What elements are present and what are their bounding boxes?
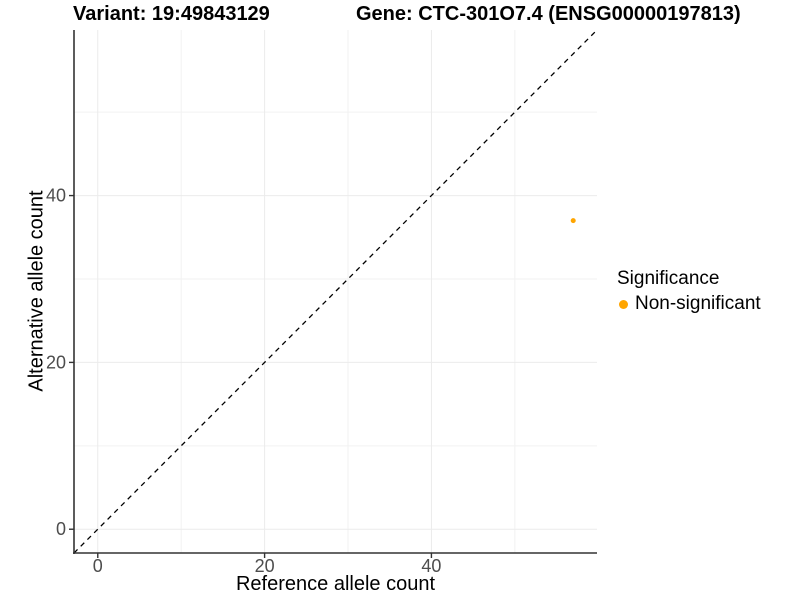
identity-line — [73, 29, 598, 554]
y-tick-label: 20 — [46, 352, 66, 372]
legend-items: Non-significant — [614, 293, 761, 315]
legend-point-icon — [619, 299, 628, 309]
x-tick-label: 40 — [421, 556, 441, 576]
y-axis-title: Alternative allele count — [25, 190, 48, 392]
legend: Significance Non-significant — [614, 268, 761, 315]
gene-title: Gene: CTC-301O7.4 (ENSG00000197813) — [356, 3, 741, 25]
data-point — [570, 218, 576, 224]
legend-item-label: Non-significant — [635, 293, 761, 314]
legend-item: Non-significant — [614, 293, 761, 315]
y-tick-label: 40 — [46, 186, 66, 206]
variant-title: Variant: 19:49843129 — [73, 3, 270, 25]
x-axis-title: Reference allele count — [235, 573, 435, 595]
y-tick-label: 0 — [56, 519, 66, 539]
x-tick-label: 0 — [93, 556, 103, 576]
legend-title: Significance — [617, 268, 720, 289]
x-tick-label: 20 — [255, 556, 275, 576]
